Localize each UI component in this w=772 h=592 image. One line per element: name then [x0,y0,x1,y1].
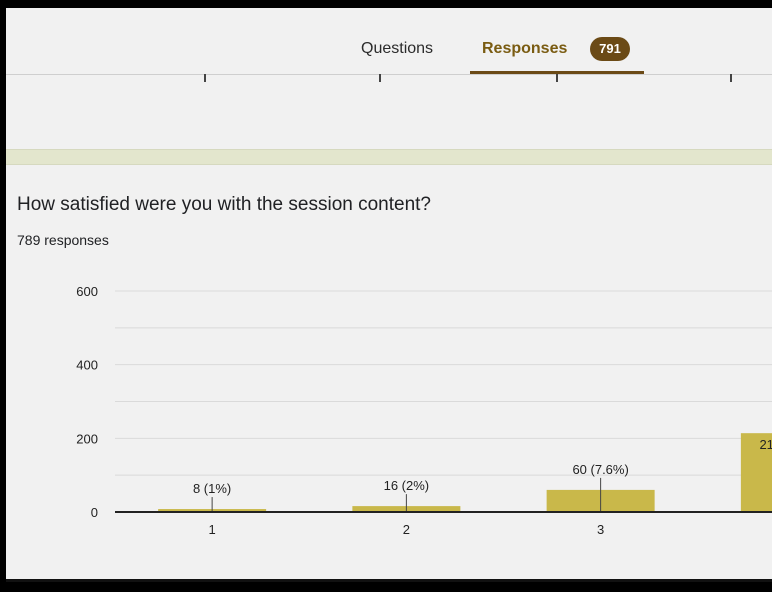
bar [740,433,772,512]
clipped-mark [730,74,732,82]
clipped-mark [204,74,206,82]
data-label: 8 (1%) [193,481,231,496]
clipped-content-row [6,74,772,84]
x-tick-label: 2 [403,522,410,537]
responses-count-badge: 791 [590,37,630,61]
bottom-border [6,579,772,582]
data-label: 214 (27.1%) [759,437,772,452]
x-tick-label: 3 [597,522,604,537]
data-label: 16 (2%) [384,478,430,493]
form-responses-page: Questions Responses 791 How satisfied we… [6,8,772,582]
tab-header: Questions Responses 791 [6,8,772,76]
response-count: 789 responses [17,232,109,248]
header-divider [6,74,772,75]
active-tab-indicator [470,71,644,74]
clipped-mark [379,74,381,82]
y-tick-label: 400 [76,358,98,373]
tab-questions[interactable]: Questions [361,40,434,57]
section-divider-stripe [6,149,772,165]
y-tick-label: 200 [76,431,98,446]
x-tick-label: 1 [209,522,216,537]
data-label: 60 (7.6%) [572,462,628,477]
clipped-mark [556,74,558,82]
y-tick-label: 600 [76,284,98,299]
y-tick-label: 0 [91,505,98,520]
question-title: How satisfied were you with the session … [17,194,431,215]
tab-responses[interactable]: Responses [482,40,568,57]
